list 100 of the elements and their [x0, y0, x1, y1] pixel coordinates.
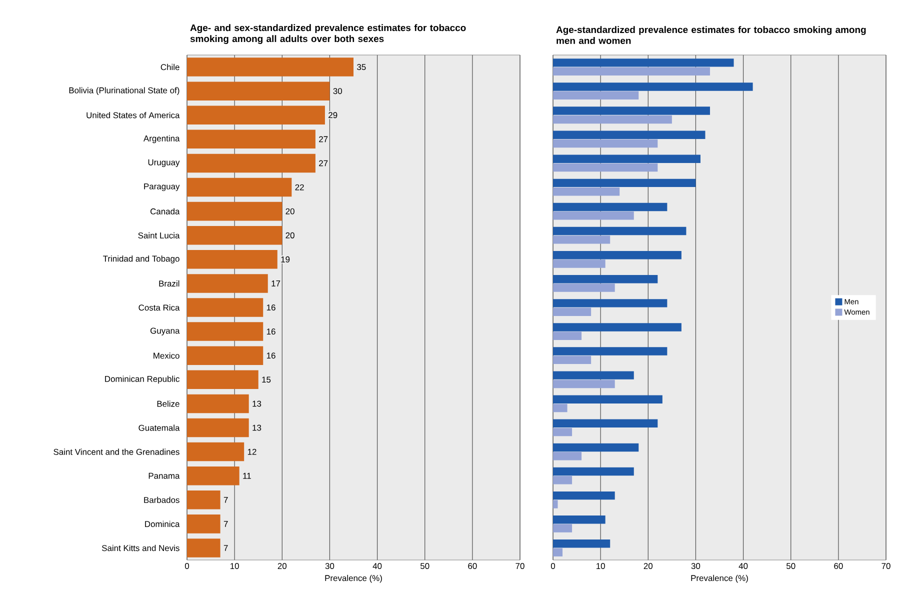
y-tick-label: Saint Vincent and the Grenadines — [54, 448, 180, 455]
bar — [187, 514, 220, 534]
data-label: 20 — [286, 208, 294, 214]
x-axis-title: Prevalence (%) — [691, 574, 748, 583]
x-tick-label: 60 — [468, 563, 477, 570]
data-label: 19 — [281, 256, 290, 262]
y-tick-label: Panama — [148, 472, 180, 479]
bar — [553, 476, 572, 484]
bar — [553, 540, 610, 548]
bar — [553, 404, 568, 412]
bar — [553, 226, 686, 236]
data-label: 11 — [243, 472, 251, 479]
y-tick-label: Costa Rica — [138, 304, 180, 311]
x-tick-label: 10 — [596, 563, 605, 570]
bar — [553, 236, 610, 244]
bar — [553, 419, 658, 428]
bar — [187, 418, 249, 438]
y-tick-label: Dominica — [145, 520, 180, 528]
y-tick-label: Saint Lucia — [138, 232, 180, 238]
data-label: 17 — [272, 280, 280, 286]
y-tick-label: Brazil — [159, 280, 180, 287]
y-tick-label: Guyana — [150, 328, 180, 336]
bar — [553, 524, 572, 532]
data-label: 12 — [248, 448, 256, 455]
data-label: 7 — [224, 496, 228, 503]
x-tick-label: 0 — [550, 563, 556, 570]
data-label: 20 — [286, 232, 294, 238]
data-label: 7 — [224, 545, 228, 551]
bar — [187, 82, 330, 100]
bar — [187, 202, 282, 221]
bar — [553, 323, 682, 332]
bar — [553, 500, 558, 508]
bar — [553, 212, 634, 220]
data-label: 15 — [262, 376, 271, 383]
x-tick-label: 70 — [882, 563, 890, 570]
y-tick-label: Saint Kitts and Nevis — [102, 544, 180, 552]
bar — [553, 332, 582, 340]
bar — [553, 250, 682, 260]
bar — [553, 202, 668, 212]
data-label: 13 — [252, 400, 262, 407]
x-tick-label: 30 — [325, 563, 334, 570]
bar — [553, 428, 572, 436]
bar — [187, 250, 278, 269]
data-label: 16 — [266, 352, 276, 359]
bar — [553, 67, 710, 76]
x-tick-label: 60 — [834, 563, 843, 570]
bar — [553, 371, 634, 380]
bar — [187, 490, 220, 510]
y-tick-label: Uruguay — [148, 159, 180, 167]
bar — [187, 442, 244, 462]
bar — [553, 115, 672, 124]
bar — [553, 275, 658, 284]
bar — [553, 178, 696, 188]
bar — [553, 187, 620, 196]
data-label: 29 — [328, 112, 338, 118]
chart-title: Age- and sex-standardized prevalence estimates for tobacco smoking among all adults over both sexes — [190, 24, 466, 44]
bar — [553, 308, 592, 316]
y-tick-label: Dominican Republic — [105, 376, 180, 384]
x-tick-label: 20 — [278, 563, 287, 570]
y-tick-label: Chile — [160, 64, 180, 70]
data-label: 7 — [224, 521, 228, 527]
x-tick-label: 40 — [738, 563, 748, 570]
bar — [187, 226, 282, 245]
data-label: 35 — [357, 64, 366, 70]
bar — [553, 284, 615, 292]
bar — [187, 130, 316, 149]
bar — [553, 82, 753, 91]
bar — [187, 370, 258, 390]
bar — [187, 298, 264, 317]
data-label: 27 — [319, 136, 328, 142]
bar — [187, 58, 354, 76]
bar — [553, 395, 662, 404]
bar — [553, 515, 606, 524]
data-label: 13 — [252, 424, 262, 431]
x-tick-label: 70 — [516, 563, 524, 570]
data-label: 16 — [266, 328, 276, 335]
bar — [553, 58, 734, 67]
bar — [553, 347, 668, 356]
y-tick-label: Trinidad and Tobago — [103, 255, 180, 264]
bar — [553, 130, 706, 139]
bar — [187, 274, 268, 293]
x-tick-label: 40 — [372, 563, 382, 570]
y-tick-label: Mexico — [154, 352, 180, 359]
chart-title: Age-standardized prevalence estimates for tobacco smoking among men and women — [556, 26, 866, 44]
bar — [187, 466, 240, 486]
bar — [553, 260, 606, 268]
bar — [553, 443, 639, 452]
bar — [553, 491, 615, 500]
bar — [553, 91, 639, 100]
y-tick-label: Paraguay — [144, 183, 180, 192]
bar — [553, 299, 668, 308]
y-tick-label: Argentina — [143, 135, 180, 144]
bar — [553, 139, 658, 148]
data-label: 22 — [295, 184, 304, 190]
x-tick-label: 30 — [691, 563, 700, 570]
x-tick-label: 50 — [420, 563, 430, 570]
bar — [553, 106, 710, 115]
x-tick-label: 50 — [786, 563, 796, 570]
y-tick-label: Guatemala — [138, 424, 180, 431]
x-tick-label: 10 — [230, 563, 239, 570]
